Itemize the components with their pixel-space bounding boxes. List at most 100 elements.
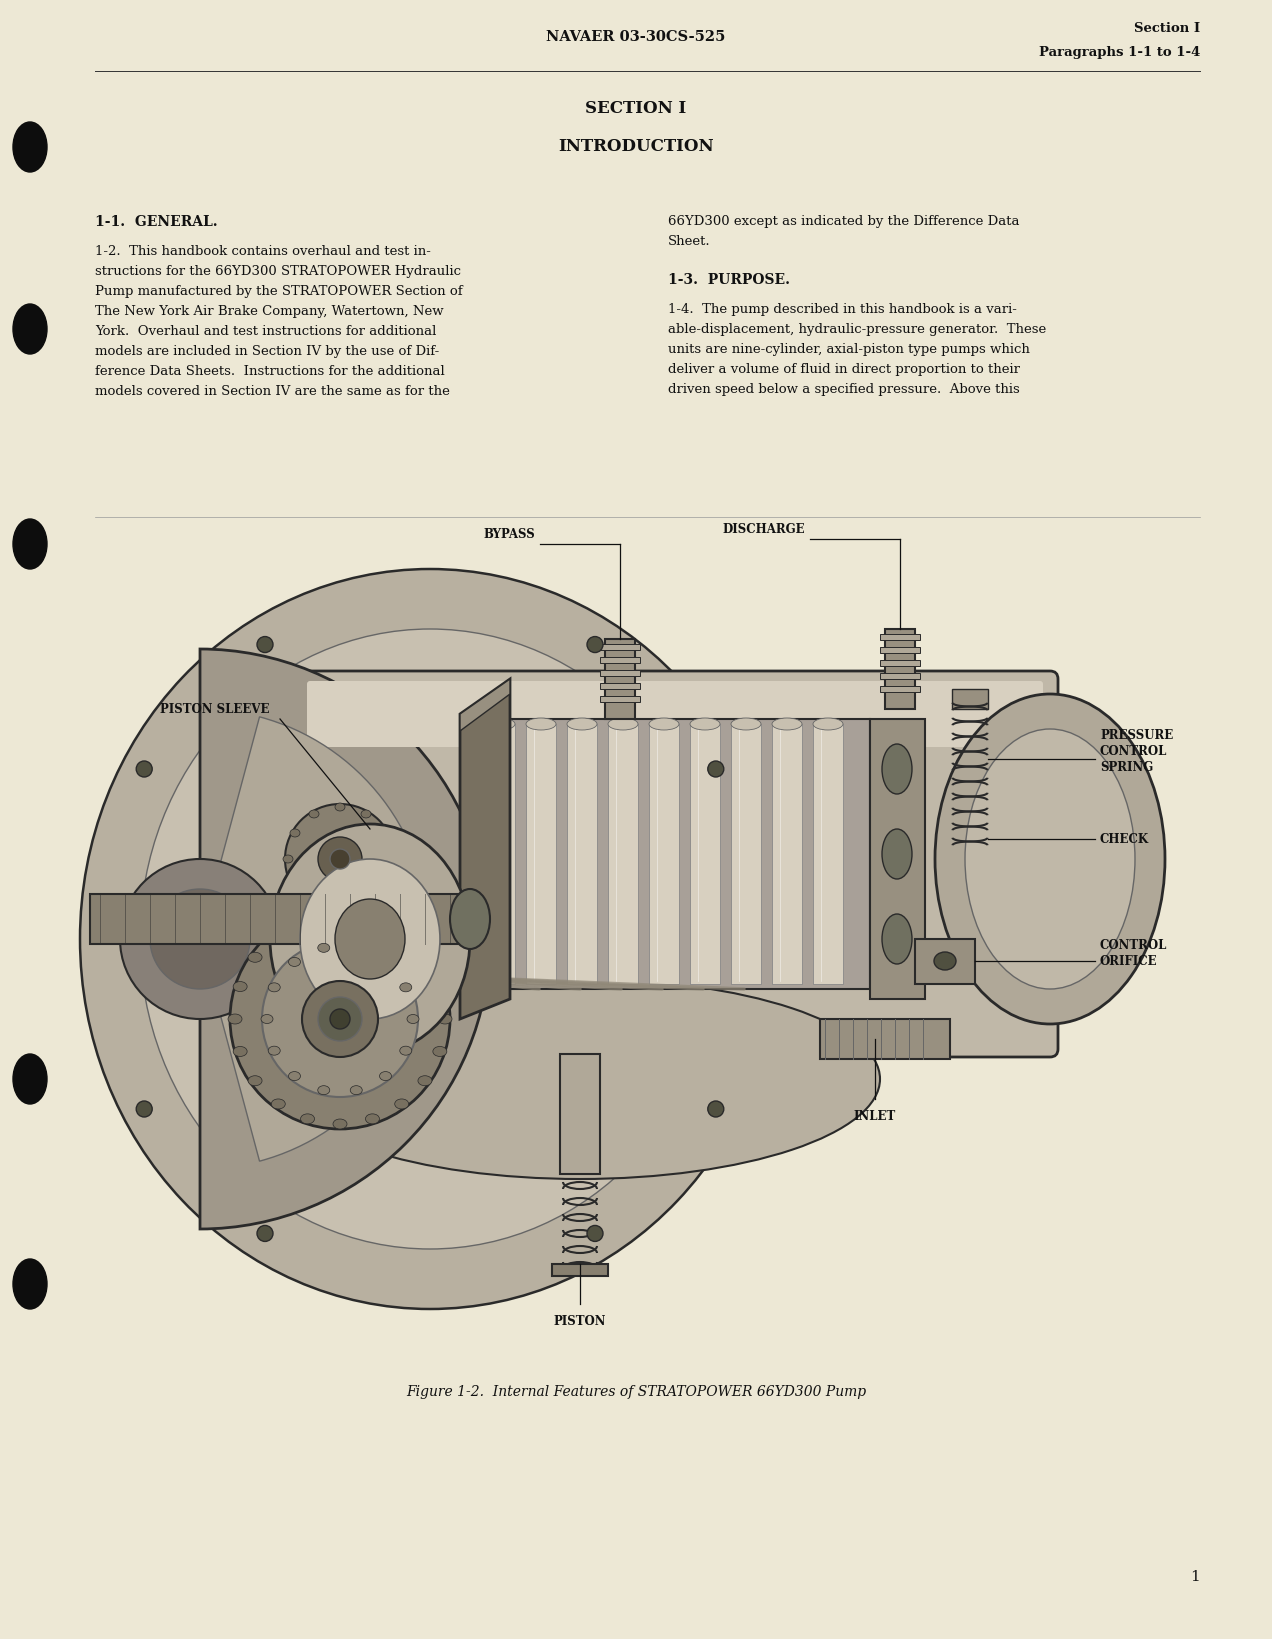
Bar	[527, 724, 556, 985]
Circle shape	[586, 1226, 603, 1242]
FancyBboxPatch shape	[293, 672, 1058, 1057]
Ellipse shape	[379, 957, 392, 967]
Ellipse shape	[361, 810, 371, 818]
Text: PISTON: PISTON	[553, 1314, 607, 1328]
Ellipse shape	[120, 859, 280, 1019]
Bar	[880, 634, 920, 641]
Text: driven speed below a specified pressure.  Above this: driven speed below a specified pressure.…	[668, 384, 1019, 395]
Text: Pump manufactured by the STRATOPOWER Section of: Pump manufactured by the STRATOPOWER Sec…	[95, 285, 463, 298]
Ellipse shape	[418, 1077, 432, 1087]
Ellipse shape	[881, 829, 912, 880]
Ellipse shape	[485, 718, 515, 731]
Ellipse shape	[527, 718, 556, 731]
Ellipse shape	[318, 944, 329, 952]
Text: Section I: Section I	[1133, 21, 1199, 34]
Bar	[600, 670, 640, 677]
Circle shape	[230, 910, 450, 1129]
Ellipse shape	[271, 1100, 285, 1110]
Bar	[560, 1054, 600, 1174]
Text: CONTROL
ORIFICE: CONTROL ORIFICE	[1100, 939, 1168, 969]
Ellipse shape	[567, 718, 597, 731]
Ellipse shape	[280, 980, 880, 1180]
Bar	[605, 639, 635, 720]
Text: 1-2.  This handbook contains overhaul and test in-: 1-2. This handbook contains overhaul and…	[95, 244, 431, 257]
Text: models covered in Section IV are the same as for the: models covered in Section IV are the sam…	[95, 385, 450, 398]
Bar	[600, 683, 640, 690]
Ellipse shape	[309, 900, 319, 908]
Ellipse shape	[399, 983, 412, 992]
Circle shape	[285, 805, 396, 915]
Circle shape	[318, 998, 363, 1041]
Text: The New York Air Brake Company, Watertown, New: The New York Air Brake Company, Watertow…	[95, 305, 444, 318]
Ellipse shape	[365, 1115, 379, 1124]
Wedge shape	[200, 649, 490, 1229]
Circle shape	[136, 1101, 153, 1118]
Ellipse shape	[80, 570, 780, 1310]
Bar	[772, 724, 803, 985]
Ellipse shape	[13, 520, 47, 570]
Ellipse shape	[248, 952, 262, 962]
Ellipse shape	[432, 982, 446, 992]
Text: able-displacement, hydraulic-pressure generator.  These: able-displacement, hydraulic-pressure ge…	[668, 323, 1046, 336]
Ellipse shape	[608, 718, 639, 731]
Ellipse shape	[399, 1047, 412, 1056]
Ellipse shape	[450, 890, 490, 949]
Ellipse shape	[150, 890, 251, 990]
Polygon shape	[460, 680, 510, 731]
Circle shape	[318, 838, 363, 882]
Ellipse shape	[333, 1119, 347, 1129]
Ellipse shape	[394, 1100, 408, 1110]
Text: DISCHARGE: DISCHARGE	[722, 523, 805, 536]
Ellipse shape	[418, 952, 432, 962]
Ellipse shape	[300, 915, 314, 924]
Ellipse shape	[333, 910, 347, 919]
Ellipse shape	[438, 1015, 452, 1024]
Bar	[600, 697, 640, 703]
Circle shape	[136, 762, 153, 777]
Text: models are included in Section IV by the use of Dif-: models are included in Section IV by the…	[95, 344, 439, 357]
Wedge shape	[200, 718, 430, 1162]
Bar	[469, 720, 870, 990]
Ellipse shape	[290, 829, 300, 838]
Ellipse shape	[935, 695, 1165, 1024]
Ellipse shape	[271, 929, 285, 939]
Ellipse shape	[268, 983, 280, 992]
Text: Sheet.: Sheet.	[668, 234, 710, 247]
Ellipse shape	[13, 305, 47, 354]
Polygon shape	[460, 680, 510, 1019]
Text: PISTON SLEEVE: PISTON SLEEVE	[160, 703, 270, 716]
Circle shape	[586, 638, 603, 654]
Ellipse shape	[350, 944, 363, 952]
Text: BYPASS: BYPASS	[483, 528, 536, 541]
Ellipse shape	[387, 856, 397, 864]
Ellipse shape	[379, 1072, 392, 1080]
Text: 1: 1	[1191, 1569, 1199, 1583]
Text: NAVAER 03-30CS-525: NAVAER 03-30CS-525	[546, 30, 726, 44]
Ellipse shape	[261, 1015, 273, 1024]
Bar	[731, 724, 761, 985]
Ellipse shape	[289, 957, 300, 967]
Circle shape	[707, 762, 724, 777]
Bar	[90, 895, 469, 944]
Bar	[880, 674, 920, 680]
Circle shape	[262, 941, 418, 1098]
Text: Paragraphs 1-1 to 1-4: Paragraphs 1-1 to 1-4	[1039, 46, 1199, 59]
Ellipse shape	[361, 900, 371, 908]
Ellipse shape	[270, 824, 469, 1054]
Ellipse shape	[432, 1047, 446, 1057]
Text: CHECK: CHECK	[1100, 833, 1149, 846]
Bar	[820, 1019, 950, 1059]
Ellipse shape	[140, 629, 720, 1249]
Ellipse shape	[350, 1087, 363, 1095]
Bar	[608, 724, 639, 985]
Bar	[689, 724, 720, 985]
Ellipse shape	[731, 718, 761, 731]
Ellipse shape	[934, 952, 957, 970]
Ellipse shape	[233, 982, 247, 992]
Ellipse shape	[380, 829, 391, 838]
Text: 66YD300 except as indicated by the Difference Data: 66YD300 except as indicated by the Diffe…	[668, 215, 1019, 228]
Text: INTRODUCTION: INTRODUCTION	[558, 138, 714, 156]
Ellipse shape	[813, 718, 843, 731]
Bar	[649, 724, 679, 985]
Circle shape	[301, 982, 378, 1057]
